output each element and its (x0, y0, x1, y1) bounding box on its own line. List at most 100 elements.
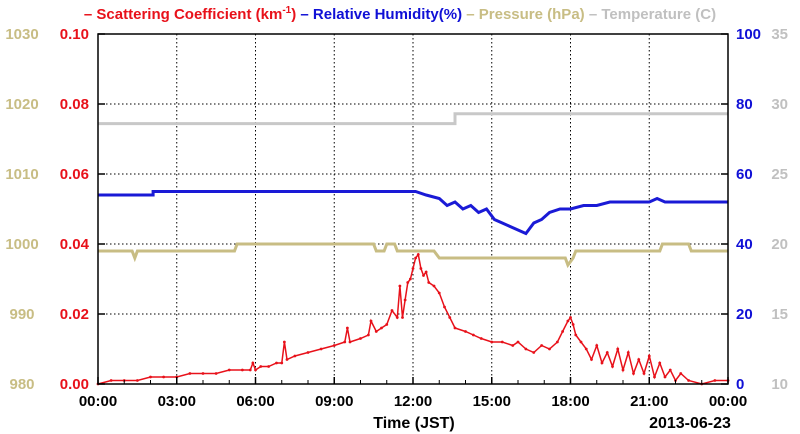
x-tick-label: 12:00 (394, 393, 432, 410)
data-point (490, 340, 494, 344)
scattering-tick-label: 0.08 (60, 96, 89, 113)
data-point (605, 351, 609, 354)
humidity-tick-label: 100 (736, 26, 761, 43)
data-point (385, 323, 389, 326)
data-point (668, 368, 672, 372)
legend-entry: – Temperature ( (585, 6, 701, 23)
data-point (453, 326, 457, 330)
series-line-pressure (98, 242, 728, 269)
legend: – Scattering Coefficient (km-1) – Relati… (84, 5, 716, 23)
humidity-tick-label: 60 (736, 166, 753, 183)
humidity-tick-label: 0 (736, 376, 744, 393)
data-point (448, 316, 452, 319)
data-point (293, 354, 297, 358)
series-line-relative-humidity (98, 190, 728, 236)
data-point (590, 358, 593, 361)
data-point (149, 375, 152, 379)
temperature-tick-label: 10 (771, 376, 788, 393)
data-point (398, 284, 402, 288)
data-point (611, 365, 614, 368)
x-tick-label: 09:00 (315, 393, 353, 410)
data-point (511, 344, 515, 347)
data-point (162, 375, 166, 379)
data-point (395, 316, 399, 319)
data-point (345, 326, 349, 330)
data-point (422, 274, 425, 277)
data-point (408, 277, 412, 281)
data-point (464, 330, 467, 333)
data-point (516, 340, 520, 344)
x-tick-label: 00:00 (709, 393, 747, 410)
data-point (306, 351, 310, 354)
data-point (319, 347, 323, 351)
data-point (713, 379, 717, 382)
data-point (390, 309, 394, 312)
data-point (285, 358, 289, 361)
data-point (109, 379, 113, 382)
data-point (259, 365, 263, 368)
data-point (201, 372, 205, 375)
data-point (574, 333, 578, 337)
humidity-tick-label: 80 (736, 96, 753, 113)
data-point (343, 340, 347, 344)
temperature-tick-label: 35 (771, 26, 788, 43)
data-point (369, 319, 373, 323)
scattering-tick-label: 0.06 (60, 166, 89, 183)
data-point (406, 281, 410, 284)
data-point (437, 291, 441, 295)
data-point (632, 372, 635, 375)
scattering-tick-label: 0.00 (60, 376, 89, 393)
data-point (188, 372, 192, 375)
data-point (532, 351, 536, 354)
data-point (679, 372, 683, 375)
legend-entry: – Relative Humidity(%) (296, 6, 462, 23)
pressure-tick-label: 1000 (5, 236, 38, 253)
chart-legend: – Scattering Coefficient (km-1) – Relati… (84, 5, 716, 23)
grid (98, 34, 728, 384)
data-point (647, 354, 651, 358)
data-point (653, 375, 656, 379)
scattering-tick-label: 0.04 (60, 236, 90, 253)
data-point (555, 340, 559, 344)
data-point (626, 351, 630, 354)
data-point (642, 372, 646, 375)
scattering-tick-label: 0.10 (60, 26, 89, 43)
x-tick-label: 15:00 (473, 393, 511, 410)
data-point (348, 340, 352, 344)
data-point (687, 379, 691, 382)
x-tick-label: 06:00 (236, 393, 274, 410)
data-point (571, 323, 575, 326)
data-point (282, 340, 286, 344)
data-point (584, 347, 588, 351)
data-point (403, 298, 407, 302)
data-point (427, 281, 431, 284)
humidity-tick-label: 20 (736, 306, 753, 323)
data-point (267, 365, 271, 368)
data-point (432, 284, 436, 288)
data-point (214, 372, 218, 375)
data-point (419, 267, 423, 270)
temperature-tick-label: 25 (771, 166, 788, 183)
x-tick-label: 18:00 (551, 393, 589, 410)
legend-suffix: C) (700, 6, 716, 23)
data-point (443, 305, 446, 309)
data-point (621, 368, 625, 372)
temperature-tick-label: 30 (771, 96, 788, 113)
temperature-tick-label: 15 (771, 306, 788, 323)
data-point (254, 368, 257, 372)
data-point (500, 340, 504, 344)
data-point (401, 316, 404, 319)
data-point (471, 333, 475, 337)
right-axes: 0 20 40 60 80 100 10 15 20 25 30 35 (721, 26, 788, 393)
x-tick-label: 00:00 (79, 393, 117, 410)
pressure-tick-label: 1030 (5, 26, 38, 43)
series-layer (96, 112, 730, 386)
data-point (569, 316, 572, 319)
legend-superscript: -1 (282, 5, 291, 16)
temperature-tick-label: 20 (771, 236, 788, 253)
data-point (275, 361, 278, 365)
data-point (579, 340, 583, 344)
data-point (561, 330, 565, 333)
x-axis-title: Time (JST) (373, 415, 455, 432)
